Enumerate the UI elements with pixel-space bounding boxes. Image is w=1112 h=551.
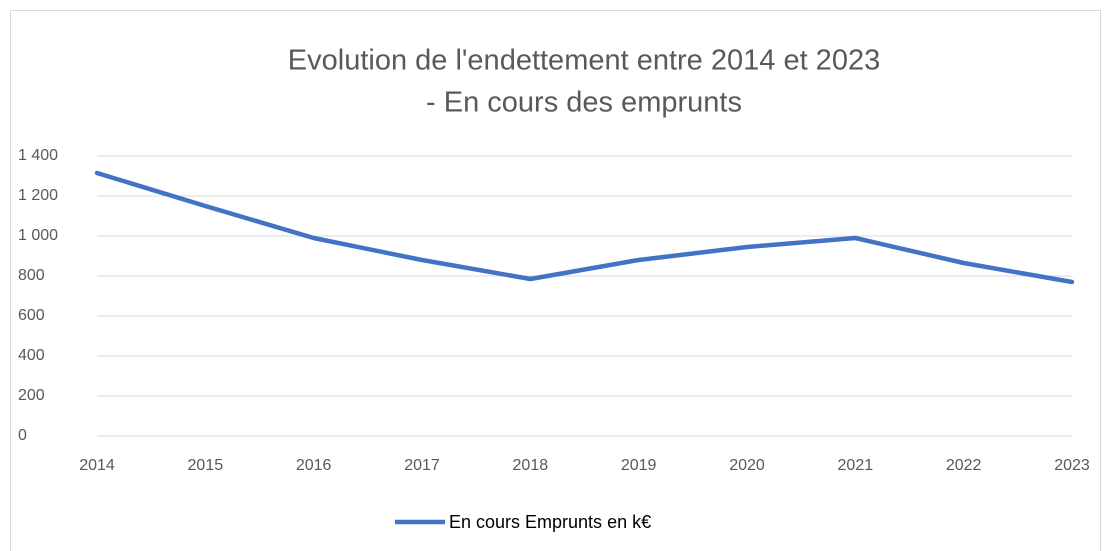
y-tick-label: 800 — [18, 267, 45, 284]
x-tick-label: 2016 — [296, 457, 332, 474]
x-tick-label: 2014 — [79, 457, 115, 474]
x-tick-label: 2021 — [838, 457, 874, 474]
chart-border — [10, 10, 1101, 551]
x-tick-label: 2023 — [1054, 457, 1090, 474]
x-tick-label: 2015 — [188, 457, 224, 474]
y-tick-label: 1 000 — [18, 227, 58, 244]
legend-label: En cours Emprunts en k€ — [449, 512, 651, 532]
x-tick-label: 2019 — [621, 457, 657, 474]
x-tick-label: 2018 — [513, 457, 549, 474]
y-tick-label: 1 200 — [18, 187, 58, 204]
y-tick-label: 600 — [18, 307, 45, 324]
x-tick-label: 2022 — [946, 457, 982, 474]
chart-title: Evolution de l'endettement entre 2014 et… — [288, 45, 880, 77]
data-line — [94, 170, 1075, 285]
y-tick-label: 1 400 — [18, 147, 58, 164]
y-tick-label: 0 — [18, 427, 27, 444]
chart-subtitle: - En cours des emprunts — [426, 87, 742, 119]
y-tick-label: 400 — [18, 347, 45, 364]
x-tick-label: 2020 — [729, 457, 765, 474]
x-tick-label: 2017 — [404, 457, 440, 474]
y-tick-label: 200 — [18, 387, 45, 404]
